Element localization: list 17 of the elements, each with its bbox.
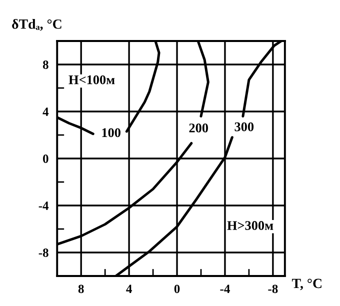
x-tick-label: 0 (174, 284, 180, 294)
x-tick-label: 8 (78, 284, 84, 294)
annotation: 200 (189, 124, 208, 132)
x-tick-label: -4 (220, 284, 230, 294)
x-tick-label: 4 (126, 284, 132, 294)
x-tick-label: -8 (268, 284, 278, 294)
y-tick-label: 4 (42, 108, 49, 116)
annotation: 100 (102, 128, 120, 138)
annotation: H<100м (68, 75, 115, 84)
annotation: 300 (234, 122, 254, 132)
y-axis-title: δTdₐ, °C (12, 18, 62, 31)
y-tick-label: -8 (38, 248, 48, 257)
x-axis-title: T, °C (292, 278, 322, 290)
y-tick-label: -4 (38, 202, 49, 210)
annotation: H>300м (227, 221, 274, 230)
y-tick-label: 8 (42, 60, 48, 69)
y-tick-label: 0 (43, 154, 48, 163)
